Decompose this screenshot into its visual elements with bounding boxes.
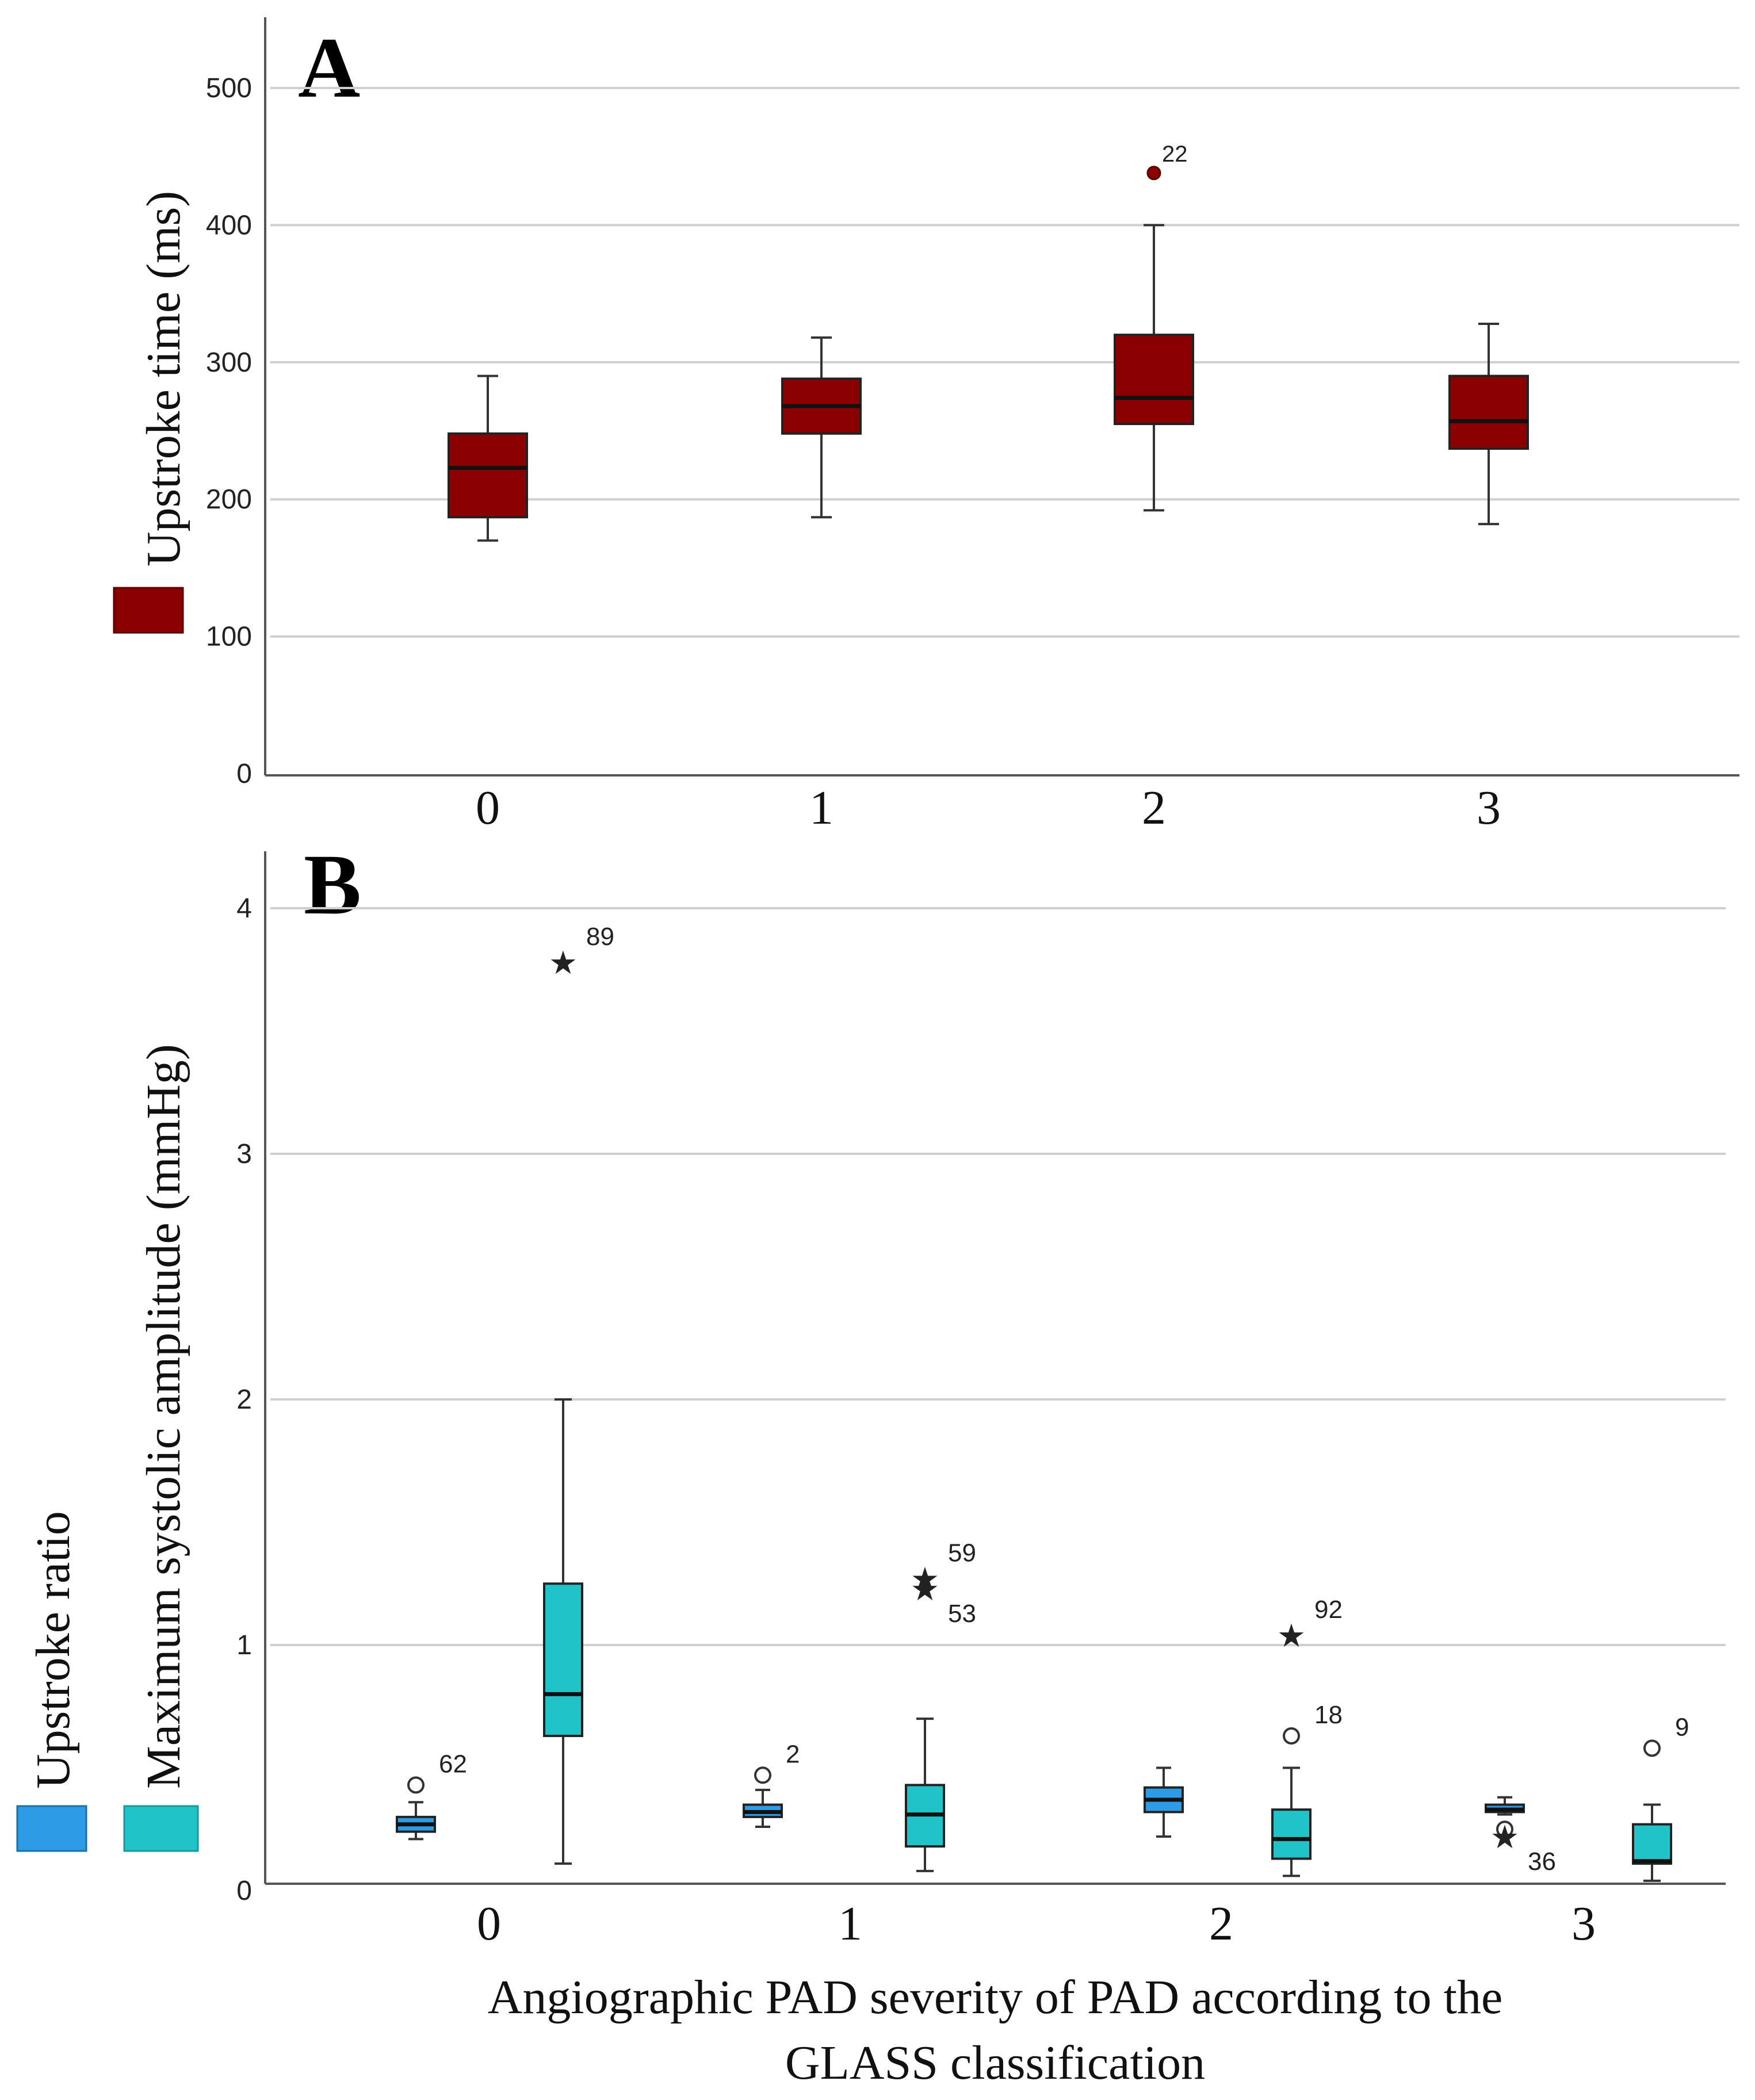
x-tick-label: 1 xyxy=(809,781,833,835)
box-iqr xyxy=(1448,374,1529,450)
extreme-marker: ★ xyxy=(1490,1819,1519,1856)
outlier-label: 92 xyxy=(1314,1596,1343,1624)
panel-b-x-label-line2: GLASS classification xyxy=(785,2036,1205,2090)
outlier-label: 89 xyxy=(586,923,614,951)
y-tick-label: 0 xyxy=(236,1876,252,1906)
panel-b-boxes: 62 2 ★ 36 ★ 89 ★ 59 ★ 53 ★ 92 18 9 xyxy=(396,923,1689,1882)
panel-b: B 0 1 2 3 4 0 1 2 3 62 2 ★ 36 ★ 89 ★ 59 ★ 53 ★ 92 18 9 Upstr… xyxy=(16,837,1726,2090)
y-tick-label: 1 xyxy=(236,1630,252,1661)
outlier-label: 59 xyxy=(948,1539,976,1567)
x-tick-label: 2 xyxy=(1209,1897,1233,1950)
y-tick-label: 400 xyxy=(206,210,252,240)
y-tick-label: 0 xyxy=(236,759,252,789)
panel-b-letter: B xyxy=(304,837,361,932)
outlier-label: 18 xyxy=(1314,1701,1343,1729)
extreme-marker: ★ xyxy=(1277,1617,1306,1655)
extreme-marker: ★ xyxy=(911,1561,939,1598)
panel-b-y-ticks: 0 1 2 3 4 xyxy=(236,893,252,1906)
panel-a-y-ticks: 0 100 200 300 400 500 xyxy=(206,73,252,789)
box-iqr xyxy=(1271,1808,1312,1860)
y-tick-label: 500 xyxy=(206,73,252,104)
outlier-label: 62 xyxy=(439,1750,467,1778)
legend-swatch-upstroke-time xyxy=(113,587,184,634)
outlier-marker xyxy=(1146,166,1161,181)
outlier-label: 9 xyxy=(1675,1713,1689,1741)
panel-a: A 0 100 200 300 400 500 0 1 2 3 22 Upstroke time… xyxy=(113,17,1739,835)
panel-b-y-label: Maximum systolic amplitude (mmHg) xyxy=(137,1044,190,1789)
y-tick-label: 100 xyxy=(206,622,252,652)
panel-a-gridlines xyxy=(270,87,1739,638)
box-iqr xyxy=(448,432,528,519)
y-tick-label: 4 xyxy=(236,893,252,924)
outlier-marker xyxy=(1496,1820,1513,1838)
panel-b-gridlines xyxy=(270,907,1726,1646)
outlier-label: 2 xyxy=(786,1740,800,1768)
extreme-marker: ★ xyxy=(911,1571,939,1608)
outlier-marker xyxy=(754,1766,771,1784)
x-tick-label: 0 xyxy=(477,1897,501,1950)
legend-label-upstroke-ratio: Upstroke ratio xyxy=(26,1511,80,1789)
x-tick-label: 0 xyxy=(476,781,500,835)
panel-a-y-label: Upstroke time (ms) xyxy=(137,191,190,567)
outlier-label: 36 xyxy=(1528,1847,1556,1876)
outlier-marker xyxy=(1643,1739,1661,1757)
panel-b-x-label-line1: Angiographic PAD severity of PAD accordi… xyxy=(488,1971,1503,2024)
y-tick-label: 2 xyxy=(236,1384,252,1415)
y-tick-label: 300 xyxy=(206,347,252,378)
x-tick-label: 2 xyxy=(1142,781,1166,835)
panel-a-x-ticks: 0 1 2 3 xyxy=(476,781,1501,835)
legend-swatch-max-amplitude xyxy=(123,1805,199,1852)
y-tick-label: 200 xyxy=(206,484,252,515)
outlier-marker xyxy=(407,1776,425,1794)
panel-b-x-ticks: 0 1 2 3 xyxy=(477,1897,1596,1950)
legend-swatch-upstroke-ratio xyxy=(16,1805,87,1852)
outlier-label: 53 xyxy=(948,1600,976,1628)
box-iqr xyxy=(543,1582,583,1737)
panel-a-letter: A xyxy=(298,20,360,116)
x-tick-label: 3 xyxy=(1572,1897,1596,1950)
x-tick-label: 3 xyxy=(1477,781,1501,835)
box-iqr xyxy=(1114,334,1194,426)
panel-a-boxes: 22 xyxy=(448,141,1529,542)
y-tick-label: 3 xyxy=(236,1139,252,1169)
box-iqr xyxy=(1632,1823,1672,1865)
outlier-marker xyxy=(1283,1727,1300,1745)
extreme-marker: ★ xyxy=(549,944,578,982)
x-tick-label: 1 xyxy=(838,1897,862,1950)
outlier-label: 22 xyxy=(1162,141,1188,167)
